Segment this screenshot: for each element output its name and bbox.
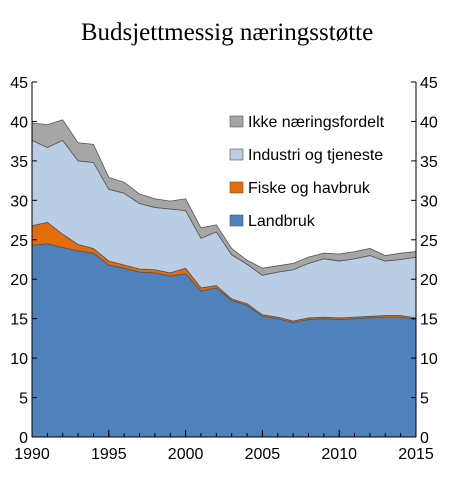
legend-swatch-fiske-og-havbruk: [229, 181, 244, 194]
y-tick-label-right: 25: [420, 233, 438, 250]
y-tick-label-left: 25: [10, 233, 28, 250]
y-tick-label-left: 15: [10, 312, 28, 329]
y-tick-label-left: 20: [10, 272, 28, 289]
y-tick-label-right: 10: [420, 351, 438, 368]
y-tick-label-left: 10: [10, 351, 28, 368]
legend-swatch-ikke-næringsfordelt: [229, 115, 244, 128]
y-tick-label-left: 0: [19, 430, 28, 447]
y-tick-label-right: 30: [420, 193, 438, 210]
y-tick-label-right: 35: [420, 154, 438, 171]
legend: Ikke næringsfordelt Industri og tjeneste F…: [229, 114, 385, 230]
legend-swatch-industri-og-tjeneste: [229, 148, 244, 161]
y-tick-label-right: 20: [420, 272, 438, 289]
axes: 0 0 5 5 10 10 15 15 20 20 25 25 30 30 35 35 40 40 45 45 1990…: [10, 75, 438, 463]
y-tick-label-left: 45: [10, 75, 28, 92]
legend-swatch-landbruk: [229, 214, 244, 227]
x-tick-label: 2005: [245, 446, 281, 463]
y-tick-label-right: 0: [420, 430, 429, 447]
x-tick-label: 2000: [168, 446, 204, 463]
legend-label-fiske-og-havbruk: Fiske og havbruk: [248, 180, 371, 197]
chart-title: Budsjettmessig næringsstøtte: [81, 19, 373, 46]
y-tick-label-left: 40: [10, 114, 28, 131]
y-tick-label-left: 30: [10, 193, 28, 210]
x-tick-label: 2010: [321, 446, 357, 463]
y-tick-label-left: 5: [19, 391, 28, 408]
stacked-areas: [31, 119, 417, 438]
y-tick-label-left: 35: [10, 154, 28, 171]
legend-label-ikke-næringsfordelt: Ikke næringsfordelt: [248, 114, 385, 131]
legend-label-landbruk: Landbruk: [248, 213, 316, 230]
x-tick-label: 2015: [398, 446, 434, 463]
y-tick-label-right: 45: [420, 75, 438, 92]
y-tick-label-right: 5: [420, 391, 429, 408]
y-tick-label-right: 15: [420, 312, 438, 329]
y-tick-label-right: 40: [420, 114, 438, 131]
x-tick-label: 1990: [14, 446, 50, 463]
legend-label-industri-og-tjeneste: Industri og tjeneste: [248, 147, 383, 164]
x-tick-label: 1995: [91, 446, 127, 463]
